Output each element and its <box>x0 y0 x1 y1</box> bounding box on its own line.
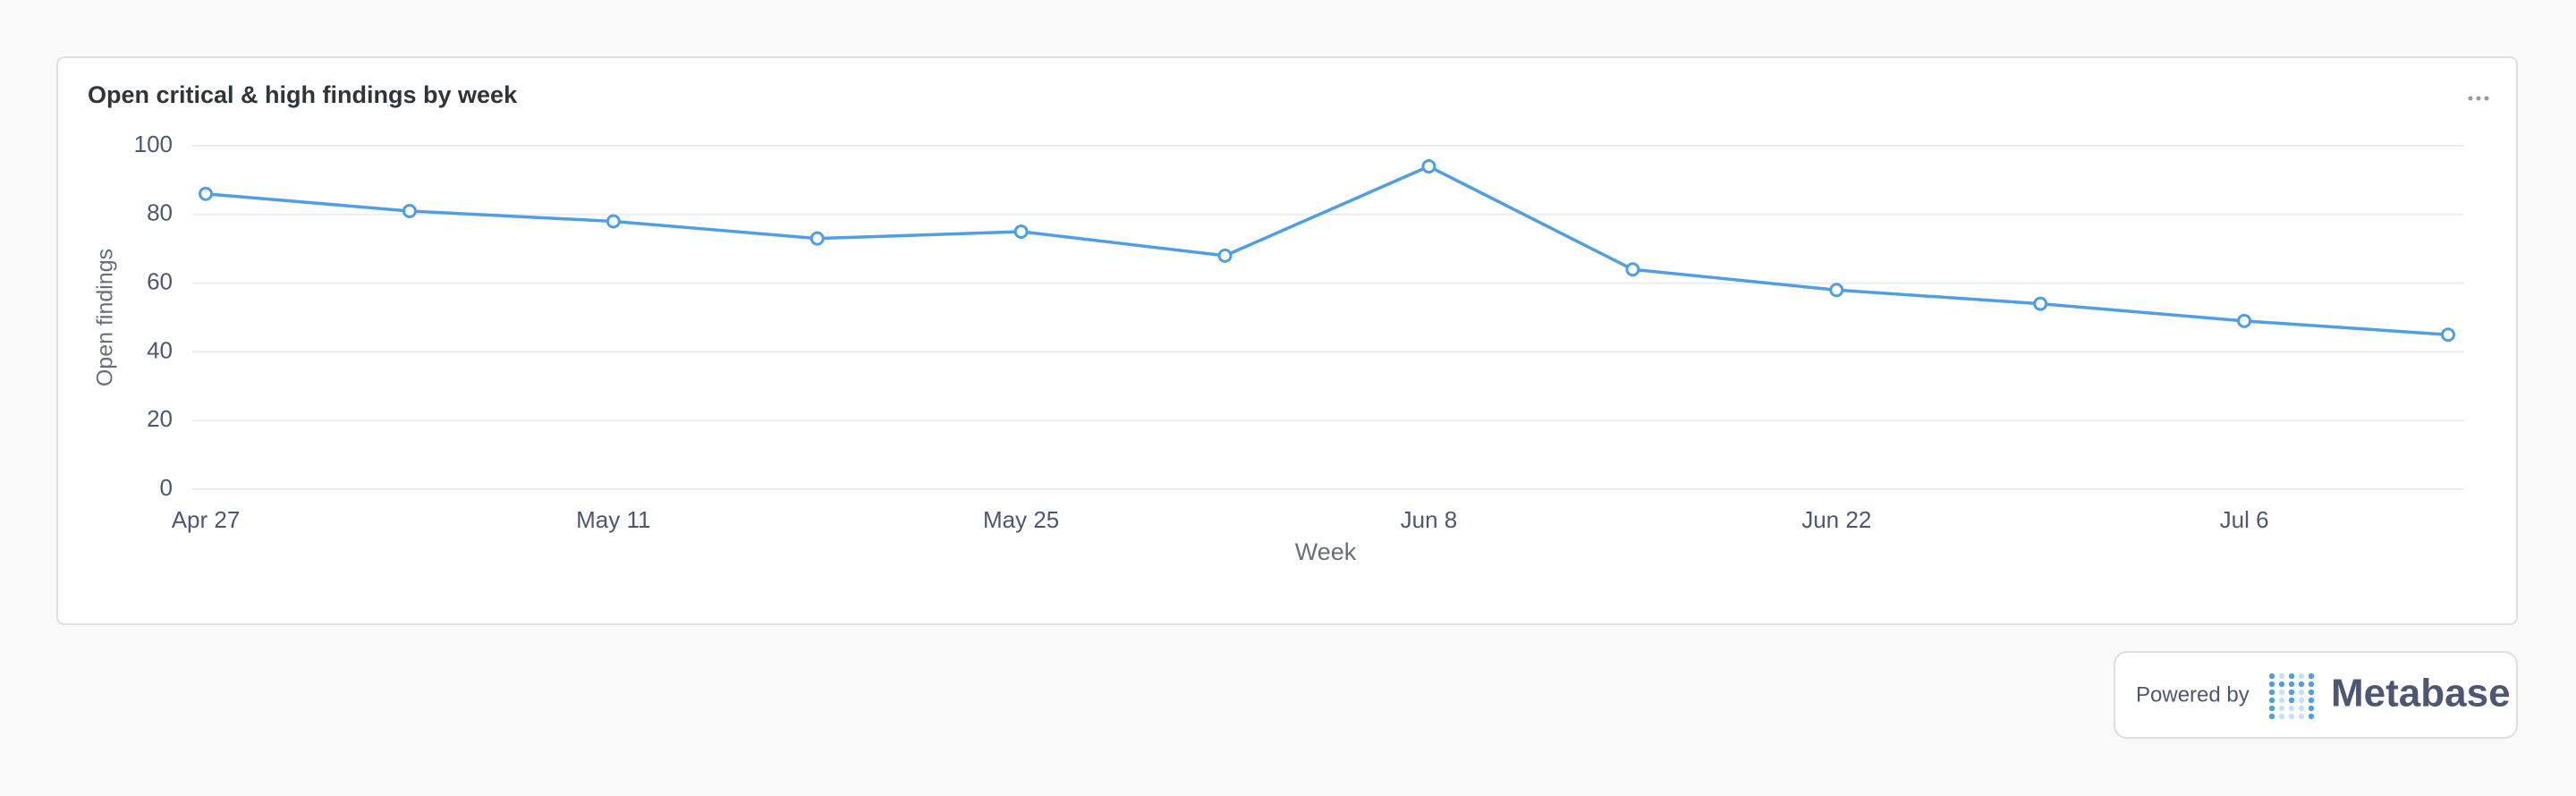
x-tick-label: Jun 8 <box>1401 506 1458 533</box>
point <box>1421 159 1436 174</box>
logo-dot <box>2308 713 2315 720</box>
point <box>199 186 213 201</box>
logo-dot <box>2278 713 2285 720</box>
logo-dot <box>2268 713 2275 720</box>
logo-dot <box>2268 705 2275 712</box>
card <box>56 56 2518 625</box>
x-axis-title: Week <box>1295 538 1357 565</box>
logo-dot <box>2288 689 2295 696</box>
y-tick-label: 80 <box>147 199 173 226</box>
metabase-logo <box>2268 673 2315 720</box>
logo-dot <box>2308 697 2315 704</box>
x-tick-label: May 25 <box>983 506 1059 533</box>
logo-dot <box>2288 673 2295 680</box>
logo-dot <box>2298 681 2305 688</box>
logo-dot <box>2288 713 2295 720</box>
menu-dot <box>2476 96 2481 101</box>
logo-dot <box>2298 697 2305 704</box>
logo-dot <box>2268 689 2275 696</box>
menu-dot <box>2468 96 2473 101</box>
point <box>1013 224 1029 239</box>
point <box>606 214 621 229</box>
point <box>809 231 825 246</box>
y-axis-title: Open findings <box>93 249 118 386</box>
logo-dot <box>2278 705 2285 712</box>
menu-button[interactable] <box>2468 96 2489 101</box>
x-tick-label: Jul 6 <box>2220 506 2269 533</box>
point <box>2237 313 2252 328</box>
powered-by: Powered by <box>2136 682 2250 707</box>
line <box>205 165 2449 336</box>
logo-dot <box>2298 689 2305 696</box>
x-tick-label: Apr 27 <box>172 506 241 533</box>
y-tick-label: 0 <box>160 474 173 501</box>
point <box>2441 327 2455 343</box>
logo-dot <box>2288 697 2295 704</box>
logo-dot <box>2288 681 2295 688</box>
x-tick-label: Jun 22 <box>1801 506 1871 533</box>
logo-dot <box>2308 681 2315 688</box>
point <box>1829 283 1844 298</box>
logo-dot <box>2278 681 2285 688</box>
point <box>2033 296 2048 311</box>
x-tick-label: May 11 <box>576 506 650 533</box>
logo-dot <box>2268 673 2275 680</box>
logo-dot <box>2298 705 2305 712</box>
logo-dot <box>2288 705 2295 712</box>
logo-dot <box>2298 713 2305 720</box>
logo-dot <box>2278 673 2285 680</box>
point <box>1217 248 1233 263</box>
logo-dot <box>2278 697 2285 704</box>
logo-dot <box>2308 673 2315 680</box>
y-tick-label: 60 <box>147 267 173 294</box>
logo-dot <box>2298 673 2305 680</box>
point <box>1625 262 1640 277</box>
logo-dot <box>2278 689 2285 696</box>
logo-dot <box>2308 705 2315 712</box>
menu-dot <box>2484 96 2489 101</box>
logo-dot <box>2308 689 2315 696</box>
brand: Metabase <box>2331 672 2511 716</box>
logo-dot <box>2268 697 2275 704</box>
powered-by-badge[interactable] <box>2114 651 2518 739</box>
chart-title: Open critical & high findings by week <box>88 81 518 108</box>
y-tick-label: 20 <box>147 405 173 432</box>
y-tick-label: 100 <box>134 131 173 157</box>
y-tick-label: 40 <box>147 336 173 363</box>
point <box>402 203 417 218</box>
logo-dot <box>2268 681 2275 688</box>
